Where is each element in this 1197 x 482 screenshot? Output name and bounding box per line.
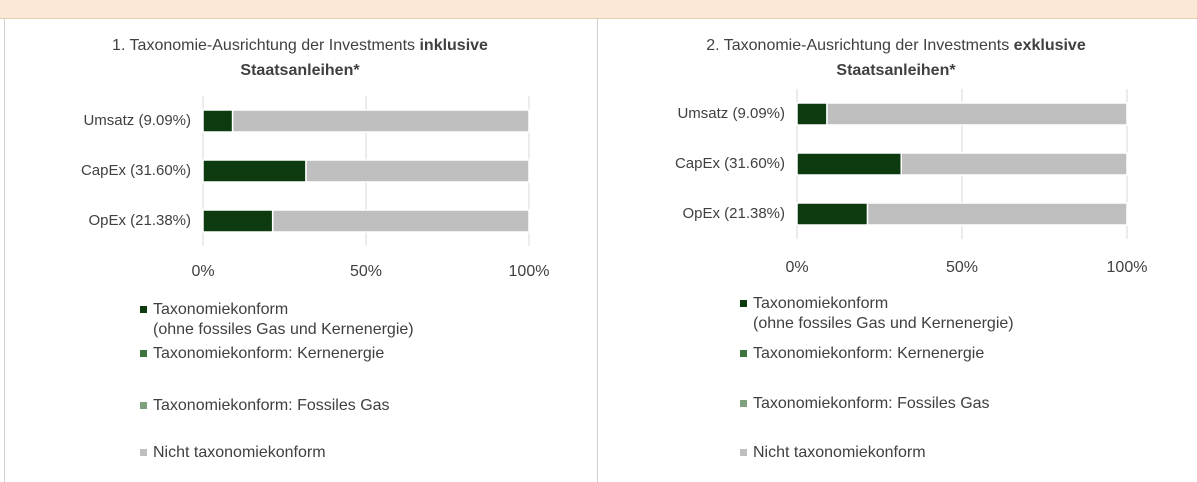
bar-segment xyxy=(202,209,274,233)
bar-segment xyxy=(305,159,530,183)
legend-swatch xyxy=(140,350,147,357)
legend-label: Taxonomiekonform: Kernenergie xyxy=(753,345,985,362)
legend-swatch xyxy=(140,449,147,456)
title-bold: exklusive Staatsanleihen* xyxy=(836,37,1086,79)
legend-item: Taxonomiekonform (ohne fossiles Gas und … xyxy=(740,294,1014,334)
top-band xyxy=(0,0,1197,18)
title-text: 1. Taxonomie-Ausrichtung der Investments xyxy=(112,37,416,54)
bar-segment xyxy=(231,109,530,133)
x-tick-label: 100% xyxy=(509,263,550,280)
legend-item: Nicht taxonomiekonform xyxy=(740,443,926,463)
legend-label: Taxonomiekonform: Fossiles Gas xyxy=(753,395,990,412)
bar-segment xyxy=(796,102,828,126)
x-tick-label: 50% xyxy=(946,259,978,276)
y-tick-label: Umsatz (9.09%) xyxy=(677,105,785,122)
x-tick-label: 0% xyxy=(191,263,214,280)
x-tick-label: 50% xyxy=(350,263,382,280)
x-tick-label: 0% xyxy=(785,259,808,276)
y-tick-label: Umsatz (9.09%) xyxy=(83,112,191,129)
legend-swatch xyxy=(740,300,747,307)
bar-segment xyxy=(796,202,869,226)
legend-item: Taxonomiekonform: Kernenergie xyxy=(140,344,384,364)
title-bold: inklusive Staatsanleihen* xyxy=(240,37,488,79)
legend-item: Taxonomiekonform: Kernenergie xyxy=(740,344,984,364)
bar-segment xyxy=(826,102,1128,126)
x-tick-label: 100% xyxy=(1107,259,1148,276)
y-tick-label: OpEx (21.38%) xyxy=(682,205,785,222)
y-tick-label: OpEx (21.38%) xyxy=(88,212,191,229)
bar-segment xyxy=(866,202,1128,226)
legend-label: Taxonomiekonform (ohne fossiles Gas und … xyxy=(753,295,1014,332)
legend-item: Taxonomiekonform: Fossiles Gas xyxy=(740,394,990,414)
bar-segment xyxy=(900,152,1128,176)
legend-swatch xyxy=(740,400,747,407)
y-tick-label: CapEx (31.60%) xyxy=(81,162,191,179)
legend-swatch xyxy=(740,449,747,456)
legend-item: Taxonomiekonform (ohne fossiles Gas und … xyxy=(140,300,414,340)
bar-segment xyxy=(202,159,307,183)
chart-title: 1. Taxonomie-Ausrichtung der Investments… xyxy=(60,33,540,83)
legend-label: Nicht taxonomiekonform xyxy=(753,444,926,461)
chart-title: 2. Taxonomie-Ausrichtung der Investments… xyxy=(656,33,1136,83)
legend-swatch xyxy=(740,350,747,357)
legend-swatch xyxy=(140,402,147,409)
bar-segment xyxy=(271,209,530,233)
legend-swatch xyxy=(140,306,147,313)
legend-label: Taxonomiekonform: Fossiles Gas xyxy=(153,397,390,414)
title-text: 2. Taxonomie-Ausrichtung der Investments xyxy=(706,37,1010,54)
legend-label: Nicht taxonomiekonform xyxy=(153,444,326,461)
legend-item: Taxonomiekonform: Fossiles Gas xyxy=(140,396,390,416)
legend-item: Nicht taxonomiekonform xyxy=(140,443,326,463)
bar-segment xyxy=(202,109,234,133)
y-tick-label: CapEx (31.60%) xyxy=(675,155,785,172)
legend-label: Taxonomiekonform (ohne fossiles Gas und … xyxy=(153,301,414,338)
legend-label: Taxonomiekonform: Kernenergie xyxy=(153,345,385,362)
bar-segment xyxy=(796,152,903,176)
